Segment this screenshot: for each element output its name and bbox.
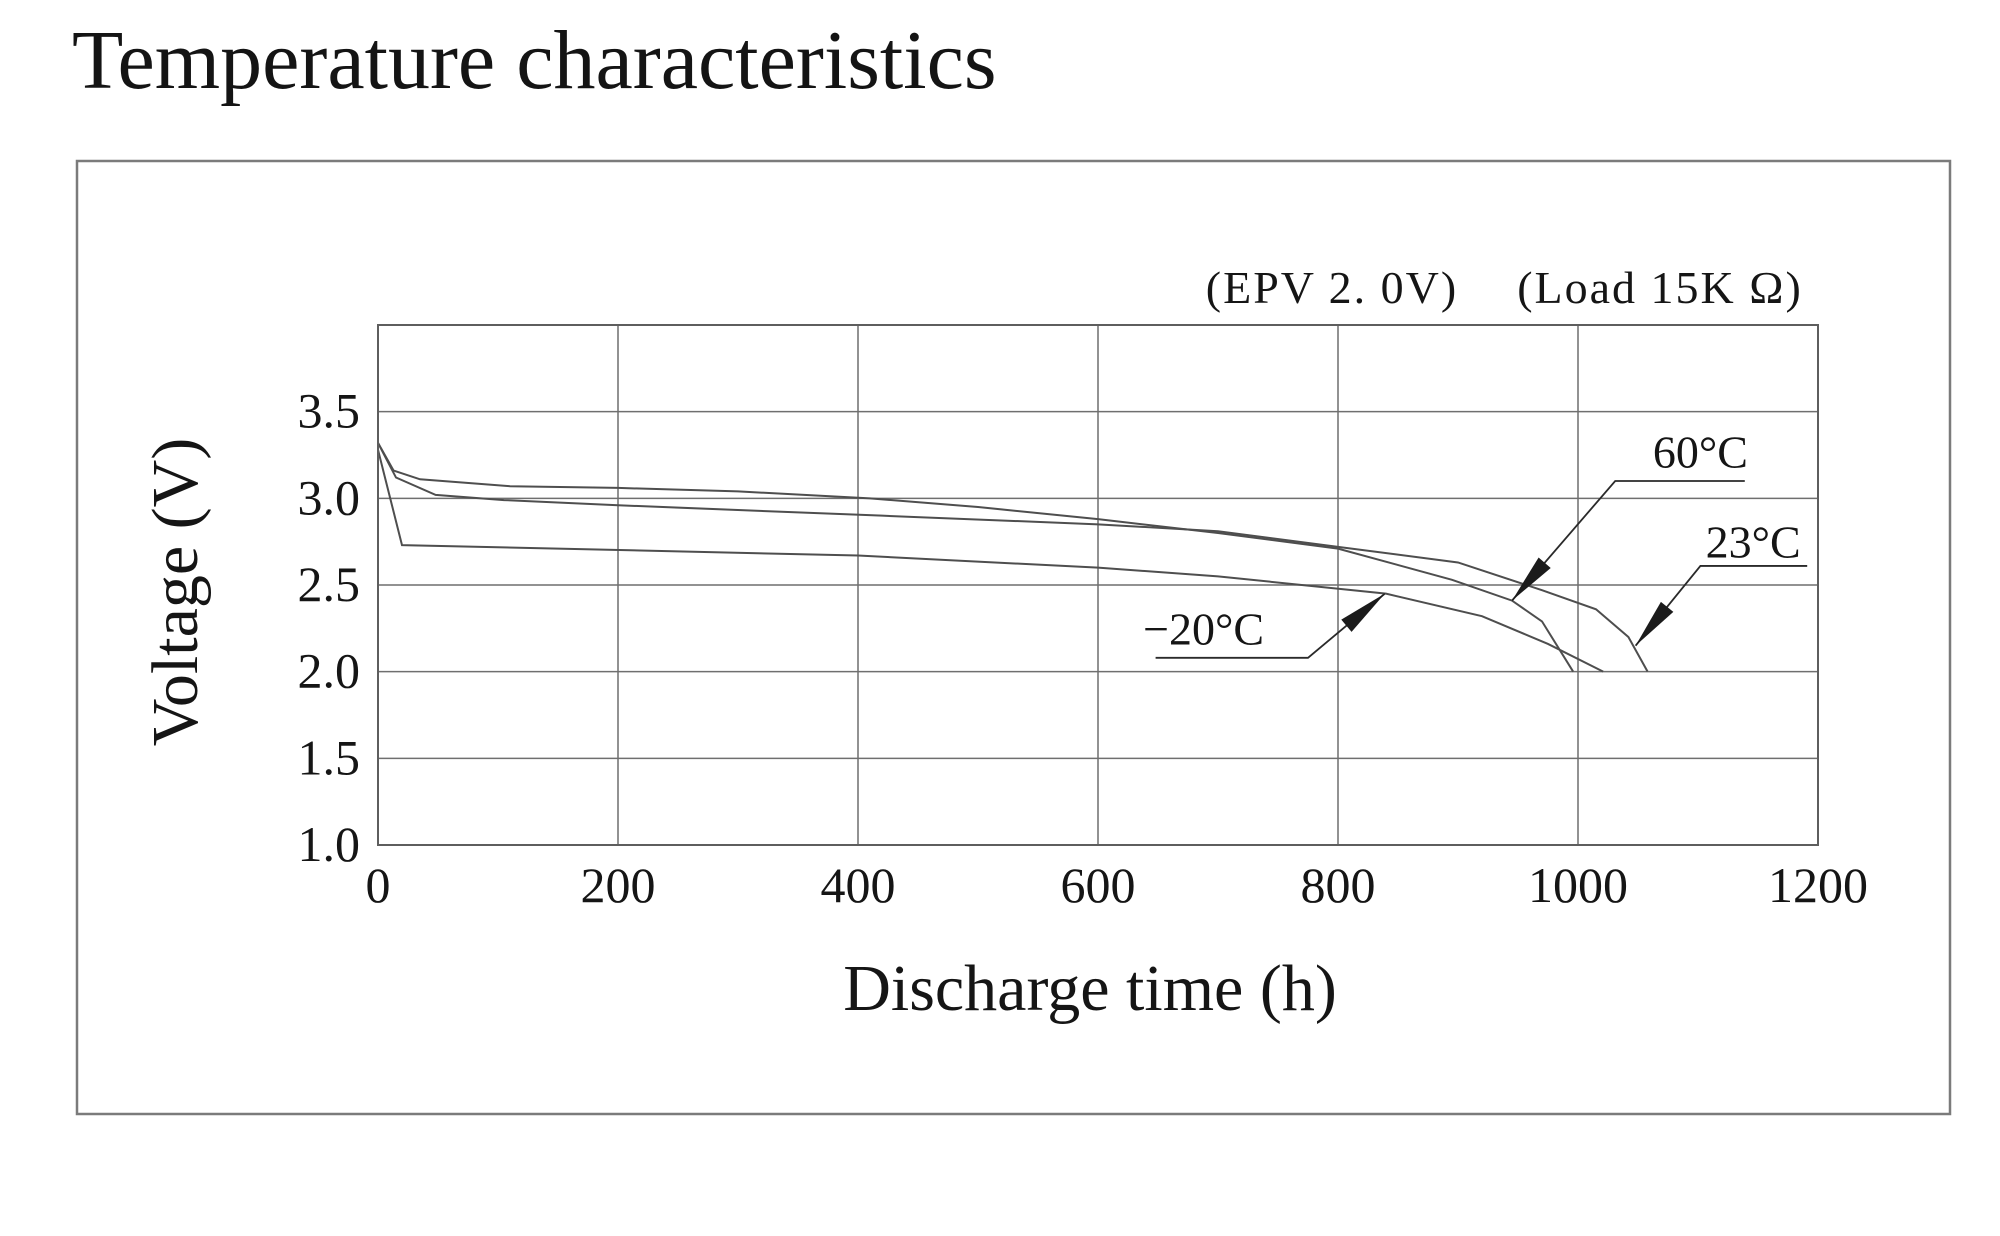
arrowhead-23°C [1635,601,1674,646]
y-tick-label-1.0: 1.0 [298,816,361,872]
x-tick-label-1200: 1200 [1768,857,1868,913]
y-tick-label-2.5: 2.5 [298,556,361,612]
y-axis-title: Voltage (V) [139,438,212,747]
curve-label-23°C: 23°C [1706,517,1801,568]
condition-epv-label: (EPV 2. 0V) [1206,262,1458,313]
discharge-curves [377,442,1649,673]
axis-tick-labels: 0 200 400 600 800 1000 1200 3.5 3.0 2.5 2.0 1.5 1.0 [298,383,1869,913]
y-tick-label-3.5: 3.5 [298,383,361,439]
leader-line-60°C [1511,480,1745,602]
arrowhead-−20°C [1341,593,1385,632]
x-axis-title: Discharge time (h) [843,952,1337,1025]
page-title: Temperature characteristics [72,14,997,107]
y-tick-label-2.0: 2.0 [298,643,361,699]
condition-load-label: (Load 15K Ω) [1517,262,1803,313]
y-tick-label-1.5: 1.5 [298,729,361,785]
x-tick-label-400: 400 [821,857,896,913]
gridlines [378,325,1818,845]
x-tick-label-1000: 1000 [1528,857,1628,913]
arrowhead-60°C [1512,557,1551,601]
curve-label-−20°C: −20°C [1143,603,1264,654]
chart-frame-border [75,159,1952,1116]
curve-label-60°C: 60°C [1653,427,1748,478]
x-tick-label-600: 600 [1061,857,1136,913]
curve-23°C [377,442,1649,673]
x-tick-label-800: 800 [1301,857,1376,913]
curve-−20°C [377,449,1604,673]
y-tick-label-3.0: 3.0 [298,469,361,525]
plot-area-border [377,324,1819,846]
curve-annotations: 60°C 23°C −20°C [1143,427,1808,659]
x-tick-label-200: 200 [581,857,656,913]
x-tick-label-0: 0 [366,857,391,913]
curve-60°C [377,442,1575,673]
